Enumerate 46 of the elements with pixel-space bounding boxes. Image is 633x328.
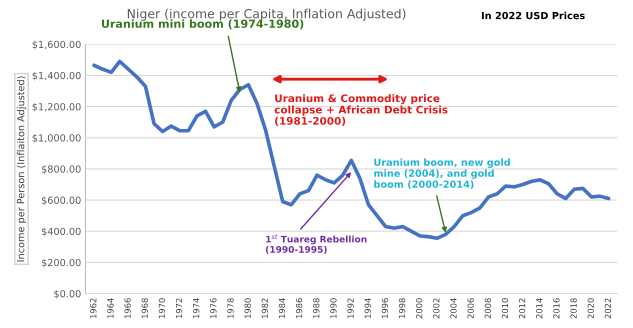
x-tick-label: 1962 <box>90 298 96 318</box>
x-tick-label: 2022 <box>604 298 612 318</box>
x-tick-label: 1990 <box>330 298 337 318</box>
y-tick-label: $800.00 <box>42 165 81 174</box>
annotation: Uranium boom, new gold mine (2004), and gold boom (2000-2014) <box>374 158 510 190</box>
x-tick-label: 1988 <box>313 298 320 318</box>
x-tick-label: 2002 <box>433 298 440 318</box>
y-tick-label: $200.00 <box>42 258 81 268</box>
x-tick-label: 2020 <box>588 298 594 318</box>
x-tick-label: 1984 <box>278 298 286 318</box>
x-tick-label: 1982 <box>262 298 268 318</box>
y-tick-label: $1,600.00 <box>32 40 81 50</box>
x-tick-label: 1996 <box>382 298 388 318</box>
x-tick-label: 1978 <box>227 298 234 318</box>
y-tick-label: $1,200.00 <box>32 102 81 112</box>
x-tick-label: 1968 <box>142 298 148 318</box>
x-tick-label: 1970 <box>158 298 166 318</box>
annotation: Uranium & Commodity price collapse + African Debt Crisis (1981-2000) <box>274 94 448 126</box>
x-tick-label: 2010 <box>502 298 508 318</box>
y-tick-label: $400.00 <box>42 228 81 236</box>
x-tick-label: 1986 <box>296 298 302 318</box>
y-tick-label: $0.00 <box>54 290 81 299</box>
x-tick-label: 1966 <box>124 298 131 318</box>
x-tick-label: 1976 <box>210 298 217 318</box>
x-tick-label: 1992 <box>347 298 354 318</box>
x-tick-label: 1998 <box>398 298 406 318</box>
y-axis-title: Income per Person (Inflaiton Adjusted) <box>16 76 26 262</box>
x-tick-label: 2004 <box>450 298 457 318</box>
x-tick-label: 2008 <box>484 298 491 318</box>
x-tick-label: 2012 <box>518 298 526 318</box>
y-tick-label: $1,000.00 <box>32 134 81 143</box>
annotation: Uranium mini boom (1974-1980) <box>102 19 304 30</box>
x-tick-label: 1972 <box>176 298 182 318</box>
x-tick-label: 2016 <box>553 298 560 318</box>
x-tick-label: 1980 <box>244 298 251 318</box>
x-tick-label: 2018 <box>570 298 577 318</box>
annotation: 1$^{st}$ Tuareg Rebellion (1990-1995) <box>266 234 366 254</box>
x-tick-label: 2014 <box>536 298 542 318</box>
y-tick-label: $600.00 <box>42 196 81 206</box>
x-tick-label: 1994 <box>364 298 371 318</box>
x-tick-label: 1974 <box>193 298 200 318</box>
x-tick-label: 2000 <box>416 298 422 318</box>
y-tick-label: $1,400.00 <box>32 72 81 81</box>
x-tick-label: 1964 <box>107 298 114 318</box>
chart-subtitle: In 2022 USD Prices <box>482 12 585 20</box>
x-tick-label: 2006 <box>467 298 474 318</box>
